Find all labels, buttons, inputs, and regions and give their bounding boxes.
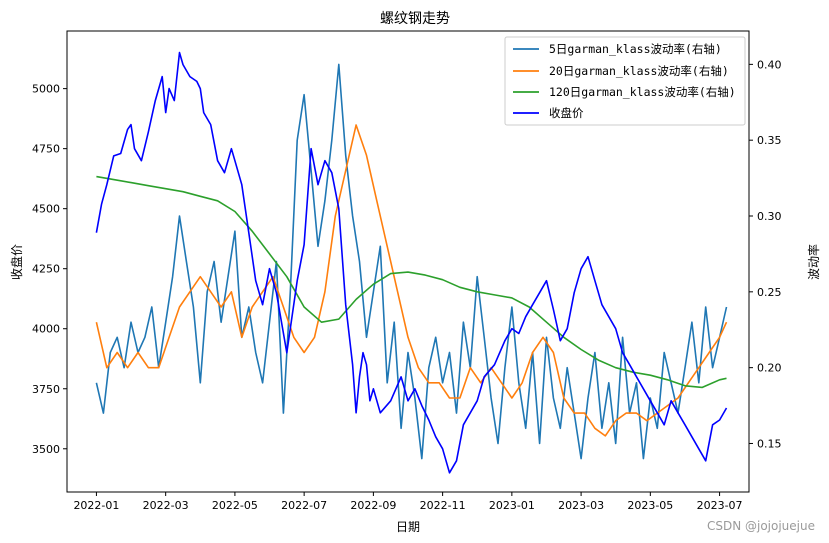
x-tick-label: 2023-07 [697,499,743,512]
legend-label-close: 收盘价 [549,106,584,120]
y-right-tick-label: 0.40 [757,58,782,71]
series-line-vol5 [95,63,728,460]
y-left-tick-label: 4750 [32,143,60,156]
y-left-tick-label: 4000 [32,323,60,336]
y-right-tick-label: 0.15 [757,437,782,450]
x-axis-label: 日期 [396,520,420,534]
chart-title: 螺纹钢走势 [380,11,450,27]
legend-label-vol120: 120日garman_klass波动率(右轴) [549,85,736,99]
y-right-tick-label: 0.30 [757,210,782,223]
x-tick-label: 2022-05 [212,499,258,512]
y-axis-right: 0.15 0.20 0.25 0.30 0.35 0.40 [749,58,782,450]
y-axis-left-label: 收盘价 [9,244,24,280]
x-tick-label: 2023-03 [558,499,604,512]
x-tick-label: 2022-01 [73,499,119,512]
y-left-tick-label: 4500 [32,203,60,216]
y-right-tick-label: 0.25 [757,286,782,299]
series-layer [95,51,728,474]
y-axis-right-label: 波动率 [806,244,821,280]
plot-area [66,30,750,493]
legend-box [504,36,746,126]
series-line-vol120 [96,175,727,389]
watermark: CSDN @jojojuejue [707,519,815,533]
x-axis: 2022-01 2022-03 2022-05 2022-07 2022-09 2022-… [73,492,743,512]
y-left-tick-label: 3500 [32,443,60,456]
legend-label-vol20: 20日garman_klass波动率(右轴) [549,64,729,78]
y-left-tick-label: 3750 [32,383,60,396]
series-line-close [95,51,728,474]
y-axis-left: 3500 3750 4000 4250 4500 4750 5000 [32,83,67,456]
y-left-tick-label: 4250 [32,263,60,276]
x-tick-label: 2022-03 [143,499,189,512]
x-tick-label: 2023-05 [627,499,673,512]
x-tick-label: 2022-09 [350,499,396,512]
y-right-tick-label: 0.20 [757,362,782,375]
legend: 5日garman_klass波动率(右轴) 20日garman_klass波动率… [504,36,746,126]
x-tick-label: 2022-11 [420,499,466,512]
x-tick-label: 2022-07 [281,499,327,512]
x-tick-label: 2023-01 [489,499,535,512]
y-right-tick-label: 0.35 [757,134,782,147]
y-left-tick-label: 5000 [32,83,60,96]
legend-label-vol5: 5日garman_klass波动率(右轴) [549,42,722,56]
series-line-vol20 [95,124,728,437]
